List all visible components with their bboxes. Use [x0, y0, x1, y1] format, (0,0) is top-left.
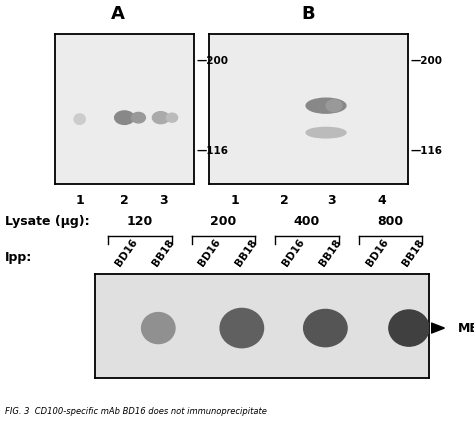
Ellipse shape [74, 114, 85, 124]
Text: BB18: BB18 [234, 237, 259, 268]
Ellipse shape [152, 112, 169, 124]
Text: MBP: MBP [457, 322, 474, 335]
Text: 2: 2 [120, 194, 129, 207]
Text: BD16: BD16 [197, 237, 223, 268]
Text: 1: 1 [75, 194, 84, 207]
Text: BD16: BD16 [281, 237, 307, 268]
Polygon shape [431, 323, 444, 333]
Ellipse shape [389, 310, 429, 346]
Text: BB18: BB18 [150, 237, 176, 268]
Text: 2: 2 [280, 194, 289, 207]
Text: 4: 4 [377, 194, 386, 207]
Text: —116: —116 [197, 146, 229, 156]
Text: Lysate (μg):: Lysate (μg): [5, 215, 90, 228]
Text: A: A [110, 5, 124, 23]
Ellipse shape [115, 111, 134, 124]
Ellipse shape [131, 112, 146, 123]
Text: B: B [301, 5, 315, 23]
Text: 3: 3 [328, 194, 336, 207]
Text: 400: 400 [294, 215, 320, 228]
Ellipse shape [306, 127, 346, 138]
Text: BB18: BB18 [401, 237, 427, 268]
Text: FIG. 3  CD100-specific mAb BD16 does not immunoprecipitate: FIG. 3 CD100-specific mAb BD16 does not … [5, 407, 266, 416]
Text: —116: —116 [410, 146, 442, 156]
Text: —200: —200 [410, 56, 442, 66]
Text: Ipp:: Ipp: [5, 251, 32, 264]
Ellipse shape [304, 309, 347, 347]
Text: BB18: BB18 [317, 237, 343, 268]
Ellipse shape [326, 100, 342, 112]
Text: 200: 200 [210, 215, 237, 228]
Text: —200: —200 [197, 56, 229, 66]
Ellipse shape [306, 98, 346, 113]
Ellipse shape [220, 308, 264, 348]
Text: 3: 3 [159, 194, 168, 207]
Text: BD16: BD16 [113, 237, 139, 268]
Ellipse shape [166, 113, 178, 122]
Text: 120: 120 [127, 215, 153, 228]
Text: BD16: BD16 [364, 237, 390, 268]
Text: 1: 1 [230, 194, 239, 207]
Ellipse shape [142, 313, 175, 344]
Text: 800: 800 [377, 215, 403, 228]
